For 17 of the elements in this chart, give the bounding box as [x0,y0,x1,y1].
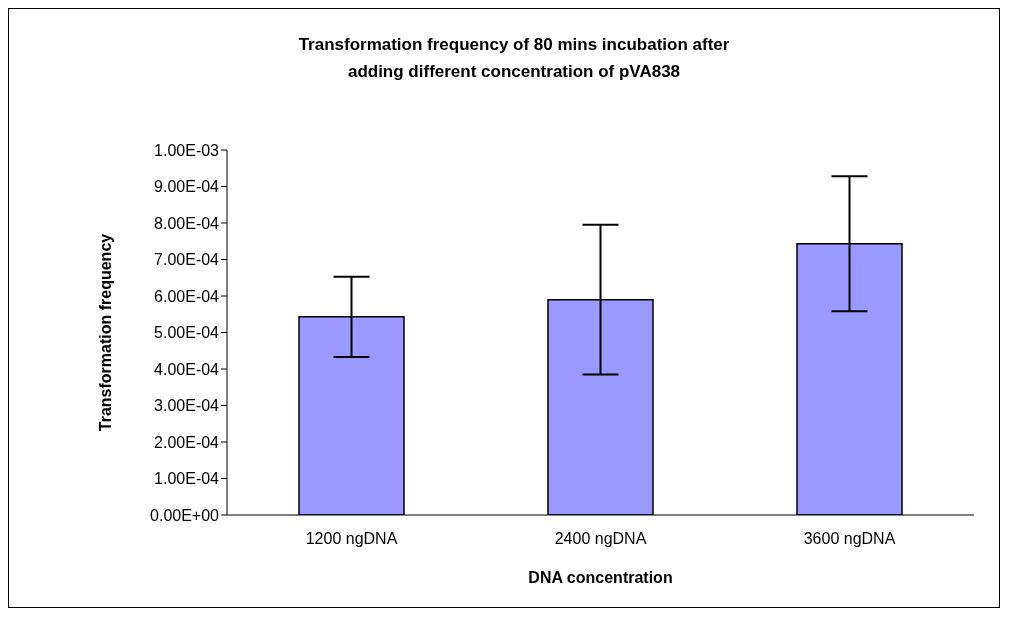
y-tick-label: 1.00E-04 [154,470,220,488]
x-tick-label: 1200 ngDNA [305,530,398,548]
y-tick-label: 2.00E-04 [154,433,220,451]
y-tick-label: 8.00E-04 [154,214,220,232]
x-axis-title: DNA concentration [528,569,673,586]
y-tick-label: 6.00E-04 [154,287,220,305]
y-tick-label: 5.00E-04 [154,324,220,342]
y-tick-label: 1.00E-03 [154,141,220,159]
y-tick-label: 0.00E+00 [150,506,220,524]
x-tick-label: 2400 ngDNA [554,530,647,548]
y-tick-label: 9.00E-04 [154,178,220,196]
y-tick-label: 7.00E-04 [154,251,220,269]
y-tick-label: 4.00E-04 [154,360,220,378]
y-tick-label: 3.00E-04 [154,397,220,415]
chart-title: Transformation frequency of 80 mins incubation after adding different concentration of pVA838 [297,34,731,83]
x-tick-label: 3600 ngDNA [803,530,896,548]
y-axis-title: Transformation frequency [96,233,114,432]
